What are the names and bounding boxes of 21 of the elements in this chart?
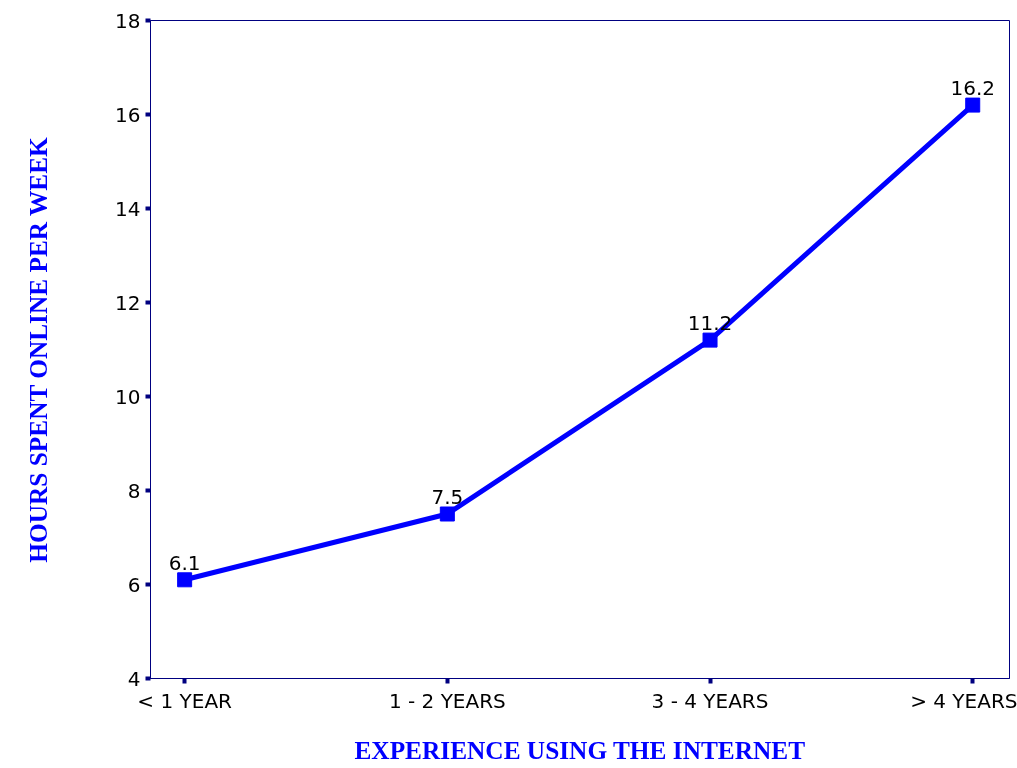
x-tick-label: < 1 YEAR <box>137 688 233 713</box>
y-tick-label: 16 <box>115 102 141 127</box>
point <box>439 506 455 522</box>
x-tick-label: > 4 YEARS <box>910 688 1017 713</box>
point <box>177 572 193 588</box>
y-tick-label: 8 <box>127 478 141 503</box>
data-label: 7.5 <box>431 485 464 509</box>
y-axis-title: HOURS SPENT ONLINE PER WEEK <box>24 136 53 563</box>
x-tick-label: 3 - 4 YEARS <box>651 688 769 713</box>
y-tick-label: 14 <box>115 196 141 221</box>
y-tick-label: 4 <box>127 666 141 691</box>
x-axis-title: EXPERIENCE USING THE INTERNET <box>354 735 806 764</box>
y-tick-label: 18 <box>115 8 141 33</box>
y-tick-label: 12 <box>115 290 141 315</box>
y-tick-label: 10 <box>115 384 141 409</box>
data-label: 16.2 <box>950 76 995 101</box>
data-label: 6.1 <box>168 550 201 575</box>
y-tick-label: 6 <box>127 572 141 597</box>
point <box>702 332 718 348</box>
x-tick-label: 1 - 2 YEARS <box>388 688 506 713</box>
point <box>965 97 981 113</box>
